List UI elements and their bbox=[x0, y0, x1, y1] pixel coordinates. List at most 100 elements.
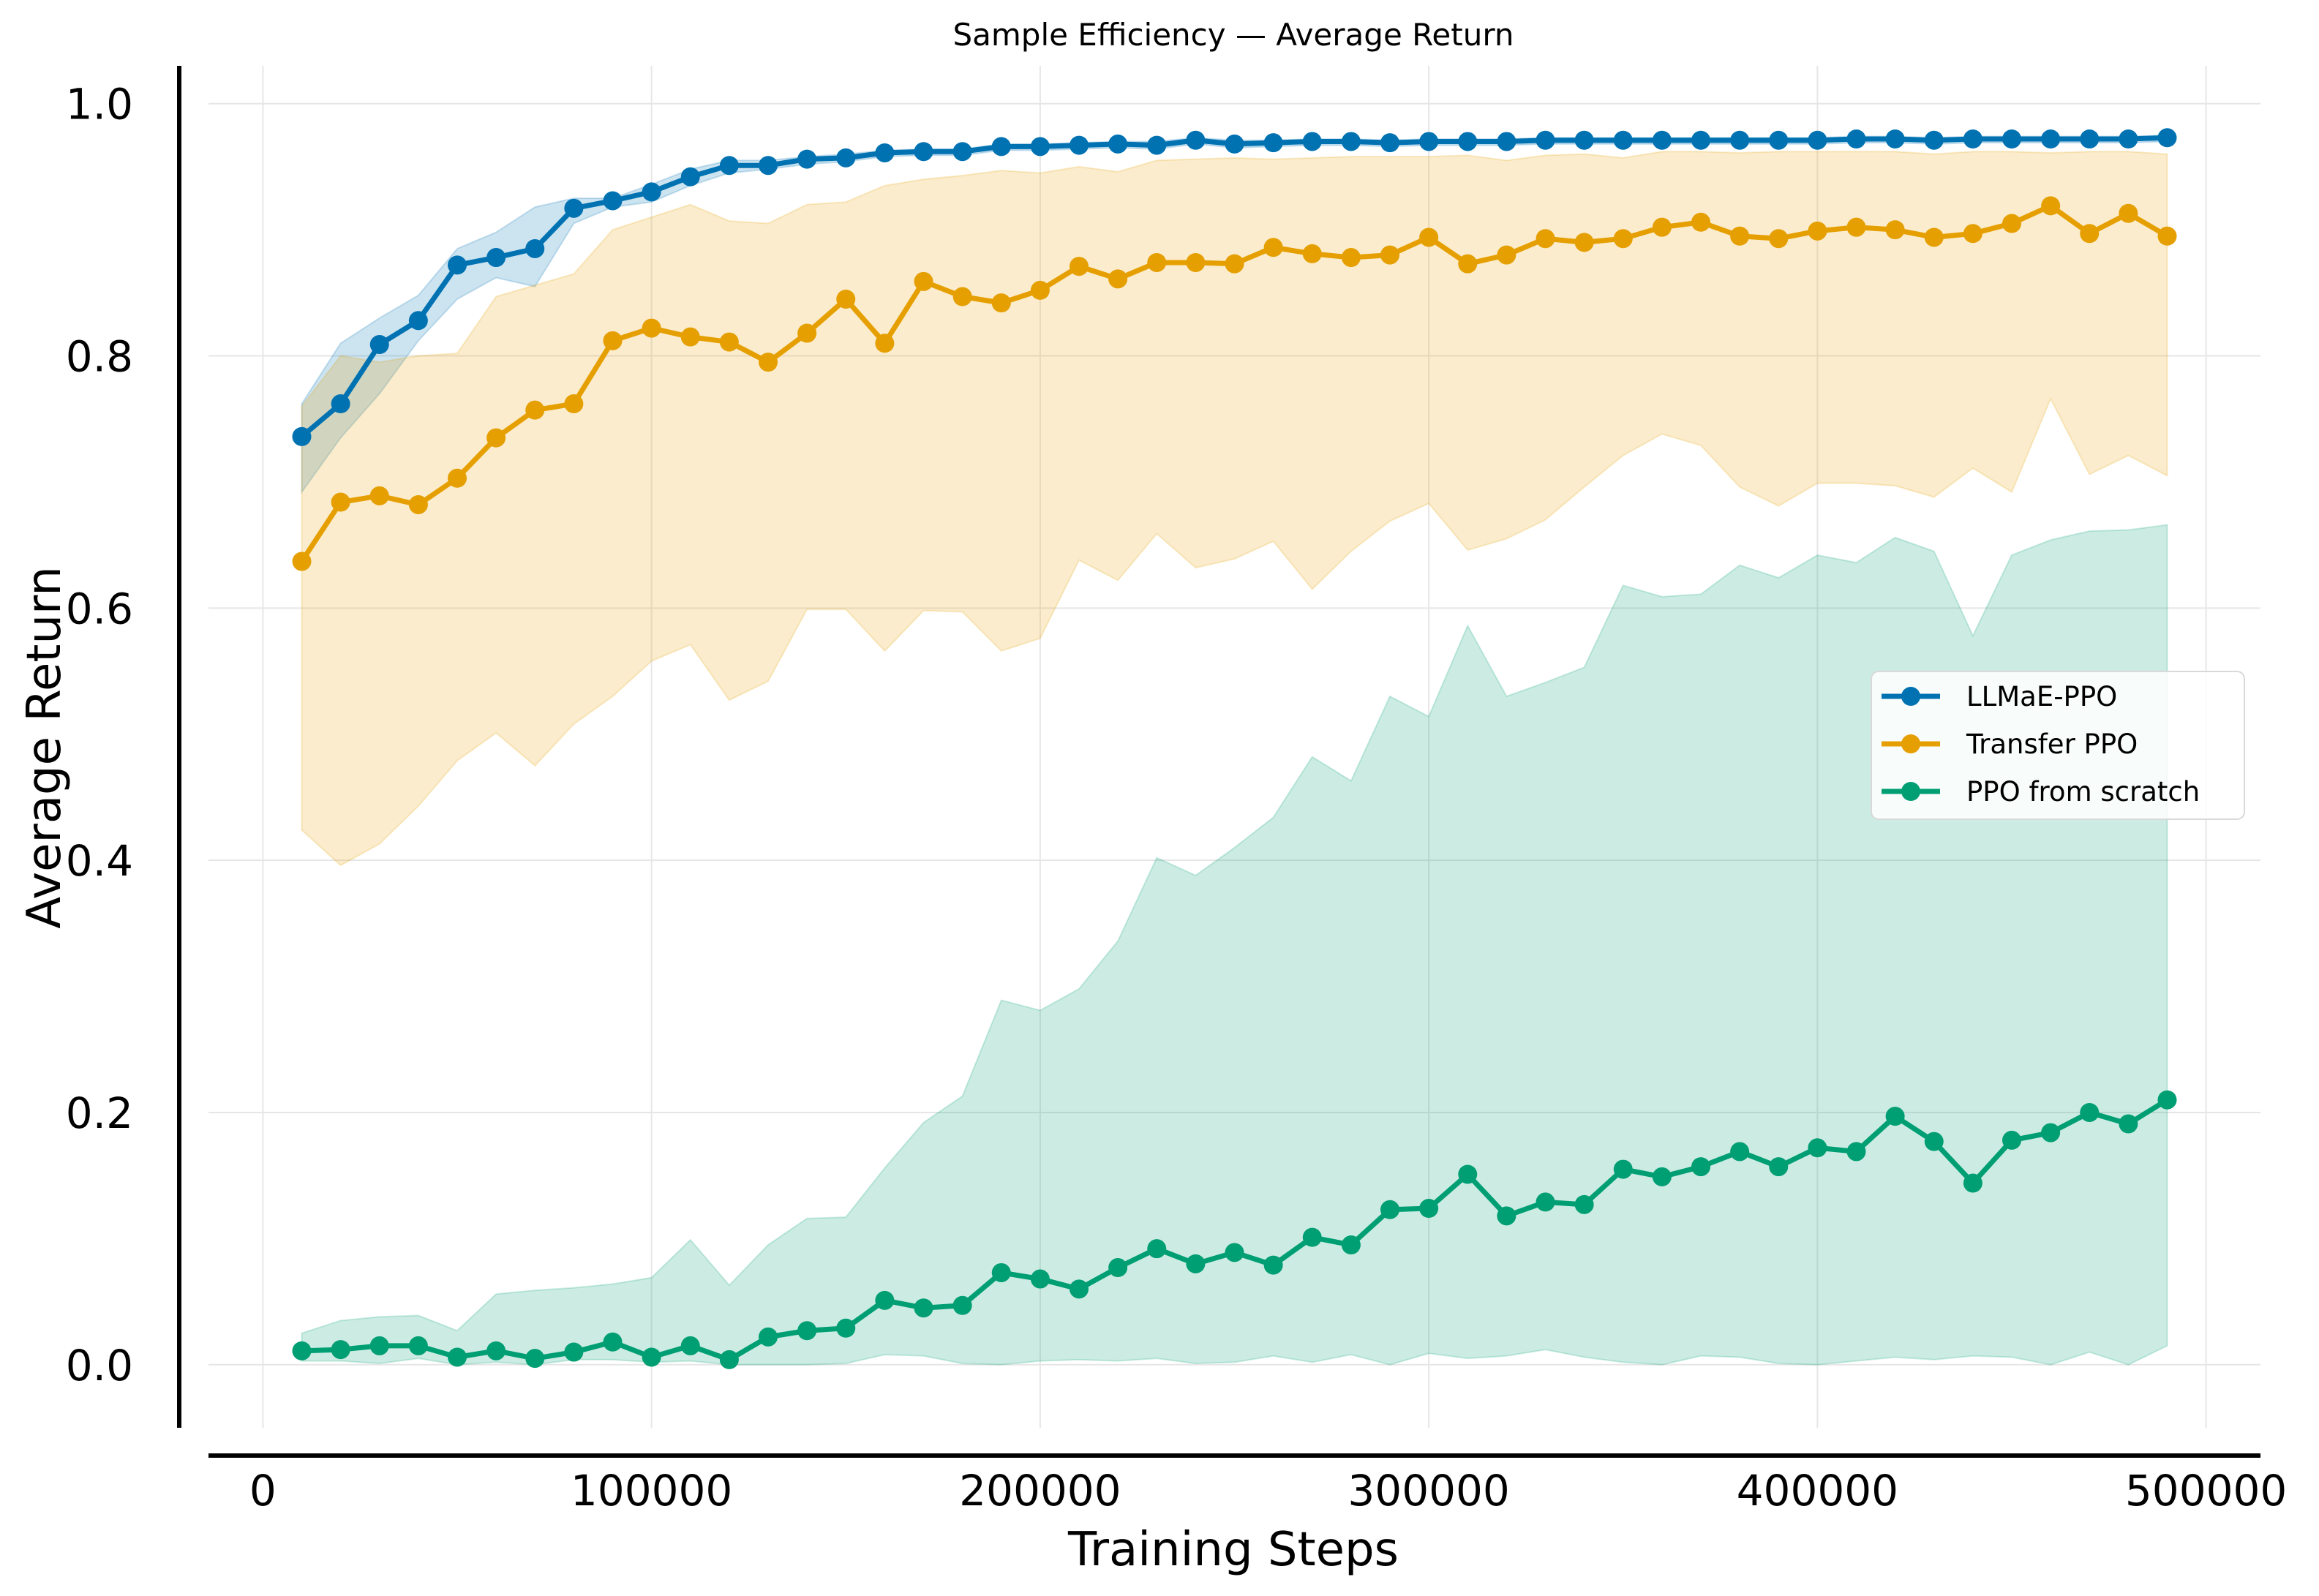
llmae-ppo-point bbox=[486, 248, 506, 268]
ppo-from-scratch-point bbox=[759, 1327, 778, 1347]
llmae-ppo-point bbox=[1497, 132, 1516, 151]
ppo-from-scratch-point bbox=[1536, 1192, 1555, 1212]
transfer-ppo-point bbox=[2002, 214, 2021, 233]
x-tick-label: 100000 bbox=[571, 1466, 732, 1516]
ppo-from-scratch-point bbox=[1302, 1227, 1322, 1247]
transfer-ppo-point bbox=[642, 318, 661, 338]
y-axis-label: Average Return bbox=[18, 566, 72, 929]
legend-label-llmae-ppo: LLMaE-PPO bbox=[1966, 681, 2117, 712]
ppo-from-scratch-point bbox=[952, 1295, 972, 1315]
transfer-ppo-point bbox=[1380, 245, 1399, 265]
ppo-from-scratch-point bbox=[797, 1321, 817, 1341]
ppo-from-scratch-point bbox=[331, 1340, 350, 1360]
transfer-ppo-point bbox=[952, 287, 972, 306]
ppo-from-scratch-point bbox=[292, 1341, 312, 1360]
legend-marker-ppo-from-scratch bbox=[1901, 782, 1920, 801]
llmae-ppo-point bbox=[1691, 130, 1710, 150]
llmae-ppo-point bbox=[1030, 137, 1050, 157]
ppo-from-scratch-point bbox=[2041, 1123, 2061, 1143]
llmae-ppo-point bbox=[719, 156, 739, 176]
y-tick-labels: 0.0 0.2 0.4 0.6 0.8 1.0 bbox=[66, 80, 133, 1390]
ppo-from-scratch-point bbox=[1691, 1157, 1710, 1177]
transfer-ppo-point bbox=[1497, 245, 1516, 265]
ppo-from-scratch-point bbox=[1108, 1258, 1128, 1278]
llmae-ppo-point bbox=[1341, 132, 1361, 151]
transfer-ppo-point bbox=[2119, 203, 2138, 223]
llmae-ppo-point bbox=[952, 142, 972, 162]
transfer-ppo-point bbox=[1030, 280, 1050, 300]
ppo-from-scratch-point bbox=[1070, 1279, 1089, 1299]
transfer-ppo-point bbox=[2157, 226, 2177, 246]
transfer-ppo-point bbox=[525, 400, 545, 420]
ppo-from-scratch-point bbox=[1846, 1142, 1866, 1162]
llmae-ppo-point bbox=[1225, 134, 1244, 154]
legend-box bbox=[1871, 671, 2245, 820]
ppo-from-scratch-point bbox=[719, 1350, 739, 1369]
transfer-ppo-point bbox=[797, 323, 817, 343]
llmae-ppo-point bbox=[2080, 129, 2100, 148]
llmae-ppo-point bbox=[1147, 135, 1167, 155]
llmae-ppo-point bbox=[1808, 130, 1827, 150]
llmae-ppo-point bbox=[1730, 130, 1750, 150]
transfer-ppo-point bbox=[486, 428, 506, 448]
llmae-ppo-point bbox=[1846, 129, 1866, 148]
transfer-ppo-point bbox=[1419, 227, 1439, 247]
ppo-from-scratch-point bbox=[2080, 1102, 2100, 1122]
ppo-from-scratch-point bbox=[1497, 1206, 1516, 1226]
y-tick-label: 0.2 bbox=[66, 1088, 133, 1138]
llmae-ppo-point bbox=[2119, 129, 2138, 148]
transfer-ppo-point bbox=[448, 468, 467, 488]
llmae-ppo-point bbox=[2157, 128, 2177, 148]
ppo-from-scratch-point bbox=[564, 1342, 584, 1362]
ppo-from-scratch-point bbox=[1380, 1200, 1399, 1219]
llmae-ppo-point bbox=[1302, 132, 1322, 151]
llmae-ppo-point bbox=[1885, 129, 1905, 148]
transfer-ppo-point bbox=[1070, 257, 1089, 276]
llmae-ppo-point bbox=[408, 311, 428, 331]
llmae-ppo-point bbox=[603, 191, 623, 211]
ppo-from-scratch-point bbox=[875, 1290, 895, 1310]
ppo-from-scratch-point bbox=[1963, 1173, 1982, 1193]
series-points bbox=[292, 128, 2177, 1369]
ppo-from-scratch-point bbox=[448, 1347, 467, 1367]
transfer-ppo-point bbox=[1730, 226, 1750, 246]
ppo-from-scratch-point bbox=[991, 1262, 1011, 1282]
transfer-ppo-point bbox=[331, 492, 350, 512]
ppo-from-scratch-point bbox=[1225, 1243, 1244, 1262]
llmae-ppo-point bbox=[1652, 130, 1672, 150]
ppo-from-scratch-point bbox=[2157, 1090, 2177, 1110]
ppo-from-scratch-point bbox=[836, 1318, 856, 1338]
ppo-from-scratch-point bbox=[914, 1298, 933, 1318]
llmae-ppo-point bbox=[448, 255, 467, 275]
ppo-from-scratch-point bbox=[1263, 1255, 1283, 1275]
x-tick-label: 300000 bbox=[1348, 1466, 1509, 1516]
transfer-ppo-point bbox=[408, 494, 428, 514]
llmae-ppo-point bbox=[1963, 129, 1982, 148]
legend: LLMaE-PPO Transfer PPO PPO from scratch bbox=[1871, 671, 2245, 820]
llmae-ppo-point bbox=[759, 156, 778, 176]
llmae-ppo-point bbox=[1380, 133, 1399, 153]
llmae-ppo-point bbox=[1613, 130, 1633, 150]
transfer-ppo-point bbox=[1225, 254, 1244, 274]
transfer-ppo-point bbox=[1302, 244, 1322, 263]
llmae-ppo-point bbox=[1924, 130, 1944, 150]
transfer-ppo-point bbox=[759, 353, 778, 372]
legend-marker-transfer-ppo bbox=[1901, 734, 1920, 753]
ppo-from-scratch-point bbox=[1652, 1167, 1672, 1186]
transfer-ppo-point bbox=[603, 331, 623, 350]
transfer-ppo-band bbox=[301, 151, 2168, 867]
ppo-from-scratch-point bbox=[1419, 1199, 1439, 1219]
transfer-ppo-point bbox=[1846, 217, 1866, 237]
transfer-ppo-point bbox=[914, 271, 933, 291]
transfer-ppo-point bbox=[875, 334, 895, 353]
ppo-from-scratch-band bbox=[301, 524, 2168, 1366]
ppo-from-scratch-point bbox=[603, 1332, 623, 1352]
transfer-ppo-point bbox=[1769, 229, 1789, 249]
x-axis-label: Training Steps bbox=[1067, 1523, 1399, 1577]
ppo-from-scratch-point bbox=[525, 1349, 545, 1369]
transfer-ppo-point bbox=[1536, 229, 1555, 249]
transfer-ppo-point bbox=[2080, 224, 2100, 244]
y-tick-label: 1.0 bbox=[66, 80, 133, 129]
